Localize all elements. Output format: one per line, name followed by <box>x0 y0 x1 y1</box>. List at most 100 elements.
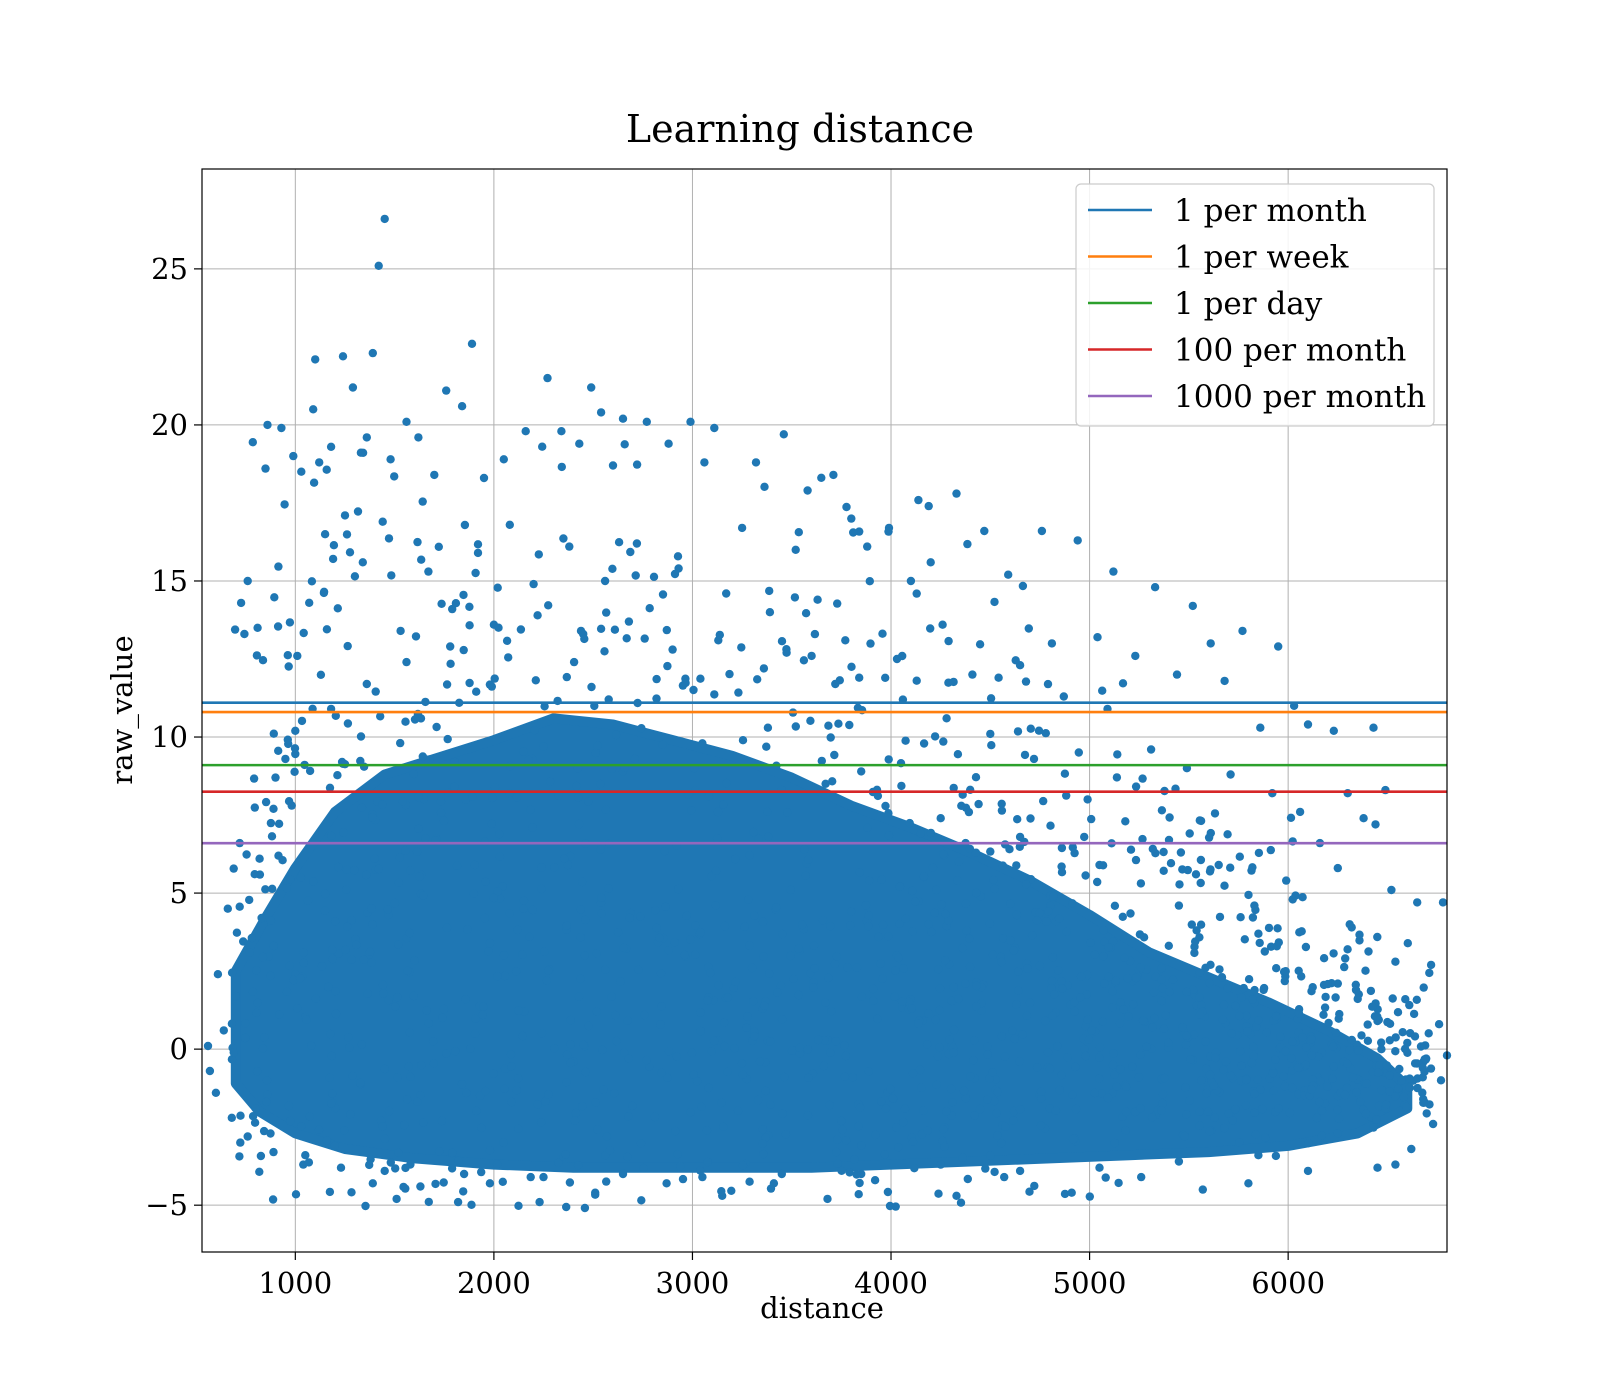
scatter-point <box>855 673 864 682</box>
scatter-point <box>1123 974 1132 983</box>
scatter-point <box>745 851 754 860</box>
scatter-point <box>442 680 452 689</box>
scatter-point <box>1054 914 1064 923</box>
scatter-point <box>1082 990 1092 999</box>
scatter-point <box>1157 806 1167 815</box>
scatter-point <box>1204 833 1214 842</box>
scatter-point <box>1108 987 1117 996</box>
scatter-point <box>761 1086 770 1096</box>
scatter-point <box>926 624 935 633</box>
scatter-point <box>989 875 998 884</box>
scatter-point <box>1374 1015 1384 1024</box>
scatter-point <box>305 766 315 776</box>
scatter-point <box>371 687 380 696</box>
scatter-point <box>1340 962 1349 972</box>
y-tick-label: 25 <box>151 252 188 286</box>
scatter-point <box>1012 910 1022 920</box>
scatter-point <box>988 950 998 960</box>
scatter-point <box>236 1138 245 1147</box>
scatter-point <box>932 885 941 895</box>
scatter-point <box>830 750 839 760</box>
scatter-point <box>938 1125 948 1134</box>
scatter-point <box>983 1042 992 1051</box>
scatter-point <box>1251 905 1260 915</box>
scatter-point <box>753 675 762 684</box>
scatter-point <box>1035 908 1044 918</box>
scatter-point <box>727 1186 736 1196</box>
scatter-point <box>493 972 502 981</box>
scatter-point <box>884 755 893 764</box>
scatter-point <box>771 903 781 912</box>
scatter-point <box>326 1029 335 1039</box>
scatter-point <box>1210 809 1220 818</box>
scatter-point <box>820 1036 829 1045</box>
scatter-point <box>806 716 815 725</box>
scatter-point <box>1070 1007 1080 1016</box>
scatter-point <box>1323 1082 1332 1091</box>
scatter-point <box>268 1195 278 1204</box>
scatter-point <box>281 754 290 764</box>
scatter-point <box>481 1086 490 1096</box>
scatter-point <box>1137 1172 1146 1182</box>
scatter-point <box>490 783 500 792</box>
scatter-point <box>662 1179 671 1188</box>
scatter-point <box>803 1111 813 1120</box>
scatter-point <box>1148 844 1158 854</box>
scatter-point <box>465 678 474 688</box>
scatter-point <box>928 863 938 872</box>
scatter-point <box>1355 930 1364 939</box>
scatter-point <box>311 994 321 1003</box>
scatter-point <box>1034 726 1044 735</box>
scatter-point <box>401 1184 410 1193</box>
scatter-point <box>485 938 495 948</box>
scatter-point <box>1385 1087 1394 1096</box>
scatter-point <box>817 756 826 766</box>
scatter-point <box>591 1190 600 1199</box>
scatter-point <box>412 847 422 856</box>
scatter-point <box>715 630 724 640</box>
scatter-point <box>696 1166 705 1175</box>
scatter-point <box>1333 1129 1343 1138</box>
scatter-point <box>892 1123 901 1132</box>
scatter-point <box>777 1169 786 1179</box>
scatter-point <box>368 348 377 358</box>
scatter-point <box>442 386 451 395</box>
scatter-point <box>601 805 611 814</box>
scatter-point <box>578 1102 587 1111</box>
scatter-point <box>924 1009 933 1018</box>
scatter-point <box>681 678 690 688</box>
scatter-point <box>1298 893 1307 902</box>
legend-entry-label: 1 per day <box>1174 286 1323 322</box>
scatter-point <box>612 1036 621 1046</box>
scatter-point <box>577 877 587 887</box>
scatter-point <box>1317 1131 1327 1141</box>
scatter-point <box>696 1008 705 1017</box>
scatter-point <box>760 1001 769 1010</box>
scatter-point <box>1369 1123 1378 1132</box>
scatter-point <box>263 420 272 430</box>
scatter-point <box>1196 816 1206 826</box>
scatter-point <box>1418 1063 1428 1073</box>
legend-entry-label: 100 per month <box>1174 333 1406 369</box>
scatter-point <box>786 885 795 895</box>
scatter-point <box>450 782 459 792</box>
scatter-point <box>809 941 819 950</box>
scatter-point <box>305 1112 315 1121</box>
scatter-point <box>1428 1119 1438 1129</box>
legend-entry-label: 1 per week <box>1174 240 1349 276</box>
scatter-point <box>1138 774 1147 783</box>
scatter-point <box>1393 1008 1403 1017</box>
scatter-point <box>343 641 352 651</box>
scatter-point <box>737 523 747 533</box>
scatter-point <box>1328 1042 1338 1051</box>
scatter-point <box>632 460 642 469</box>
scatter-point <box>954 857 964 866</box>
scatter-point <box>396 626 405 636</box>
scatter-point <box>223 904 232 913</box>
scatter-point <box>1062 927 1071 936</box>
scatter-point <box>319 588 329 598</box>
scatter-point <box>624 617 634 626</box>
scatter-point <box>1008 1026 1017 1035</box>
scatter-point <box>1226 863 1235 872</box>
scatter-point <box>722 778 731 788</box>
